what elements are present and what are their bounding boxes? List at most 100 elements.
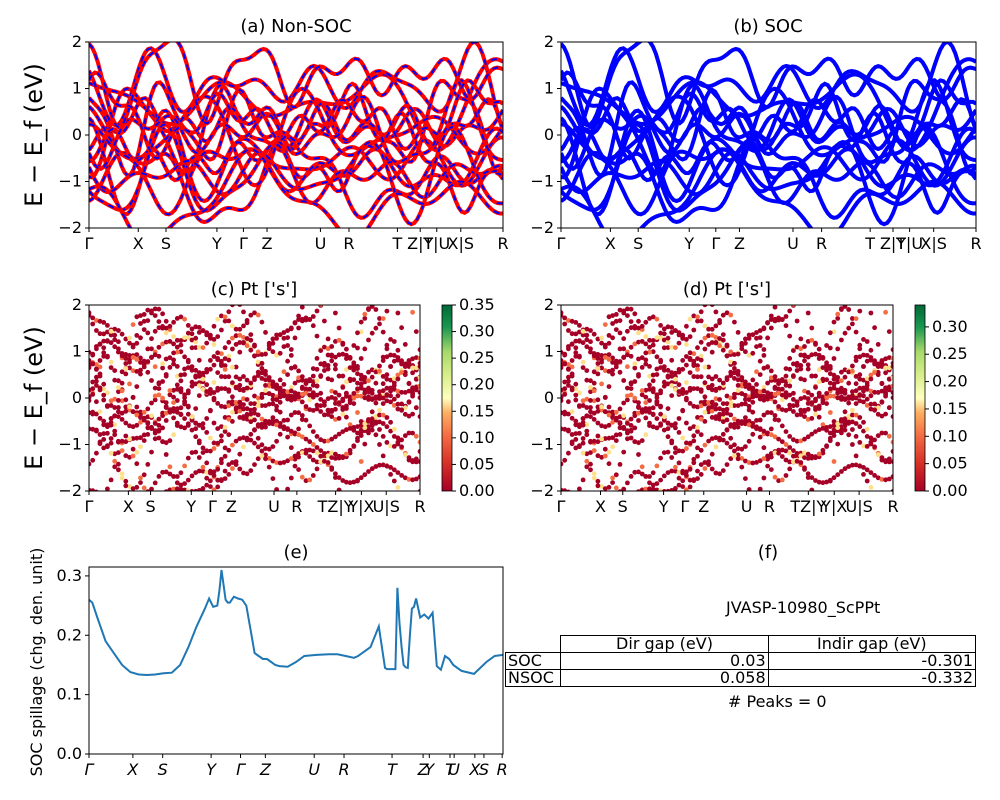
band-point (787, 402, 793, 408)
band-point (270, 415, 276, 420)
band-point (94, 318, 99, 323)
band-point (274, 487, 279, 491)
band-point (787, 378, 793, 384)
band-point (791, 409, 796, 414)
band-point (676, 460, 682, 466)
band-point (739, 377, 745, 383)
band-point (358, 423, 364, 428)
band-line (561, 86, 976, 188)
band-point (277, 431, 283, 437)
band-point (138, 415, 143, 420)
x-tick-label: Y (658, 497, 669, 516)
band-point (406, 364, 412, 369)
band-point (661, 450, 667, 455)
band-point (632, 469, 638, 475)
band-point (864, 353, 870, 358)
band-point (827, 364, 833, 369)
band-point (141, 409, 147, 415)
band-point (835, 387, 841, 393)
band-point (230, 466, 235, 471)
band-point (809, 325, 815, 331)
band-point (658, 411, 663, 417)
band-point (138, 360, 143, 365)
band-point (395, 388, 401, 394)
band-point (307, 439, 313, 445)
band-point (248, 332, 254, 337)
band-point (761, 393, 767, 399)
band-point (233, 364, 239, 370)
band-point (621, 449, 627, 455)
band-point (658, 455, 663, 461)
band-point (138, 419, 143, 425)
band-point (580, 398, 586, 404)
band-point (347, 422, 353, 428)
band-point (613, 432, 619, 438)
band-point (661, 379, 667, 385)
band-point (351, 343, 357, 348)
band-point (743, 336, 748, 342)
band-point (391, 376, 397, 381)
band-point (322, 318, 327, 324)
band-point (864, 426, 870, 432)
colorbar-tick-label: 0.05 (459, 454, 495, 473)
band-point (167, 323, 173, 329)
band-point (569, 439, 575, 445)
band-point (112, 405, 118, 410)
band-point (241, 406, 246, 412)
band-point (584, 344, 590, 350)
band-point (695, 429, 700, 434)
band-point (816, 403, 822, 409)
band-point (314, 378, 320, 384)
band-point (252, 375, 257, 381)
band-point (728, 456, 734, 462)
band-point (588, 461, 593, 467)
band-point (266, 343, 272, 348)
band-point (200, 328, 206, 333)
band-point (588, 349, 593, 355)
band-point (643, 415, 649, 421)
band-point (226, 447, 232, 453)
band-point (831, 423, 837, 428)
band-point (185, 365, 191, 370)
band-point (628, 381, 634, 387)
band-point (879, 457, 885, 463)
band-point (772, 374, 778, 379)
band-point (174, 423, 180, 428)
band-point (369, 330, 375, 336)
band-point (735, 351, 741, 357)
band-point (156, 435, 162, 441)
band-point (680, 387, 686, 392)
band-point (864, 444, 870, 449)
band-point (362, 425, 368, 431)
band-point (702, 409, 708, 415)
band-point (798, 412, 804, 417)
band-point (713, 340, 719, 346)
band-point (791, 374, 796, 379)
band-point (116, 461, 121, 467)
band-point (861, 294, 866, 299)
band-point (595, 483, 601, 489)
band-point (724, 410, 730, 416)
band-point (373, 419, 379, 425)
band-point (875, 452, 881, 458)
band-point (259, 319, 265, 325)
band-point (872, 325, 877, 331)
band-point (839, 385, 844, 391)
band-point (625, 385, 630, 391)
band-point (384, 463, 390, 469)
band-point (650, 338, 656, 343)
band-point (566, 367, 571, 372)
band-point (318, 453, 324, 459)
band-point (373, 432, 379, 438)
band-point (768, 432, 774, 438)
band-point (340, 385, 346, 390)
band-point (599, 404, 604, 410)
band-point (702, 335, 708, 341)
band-point (237, 451, 243, 457)
band-point (101, 397, 107, 403)
row-label-soc: SOC (504, 652, 562, 670)
band-point (141, 312, 147, 317)
band-point (750, 431, 756, 437)
band-point (886, 433, 892, 439)
band-point (791, 397, 796, 402)
